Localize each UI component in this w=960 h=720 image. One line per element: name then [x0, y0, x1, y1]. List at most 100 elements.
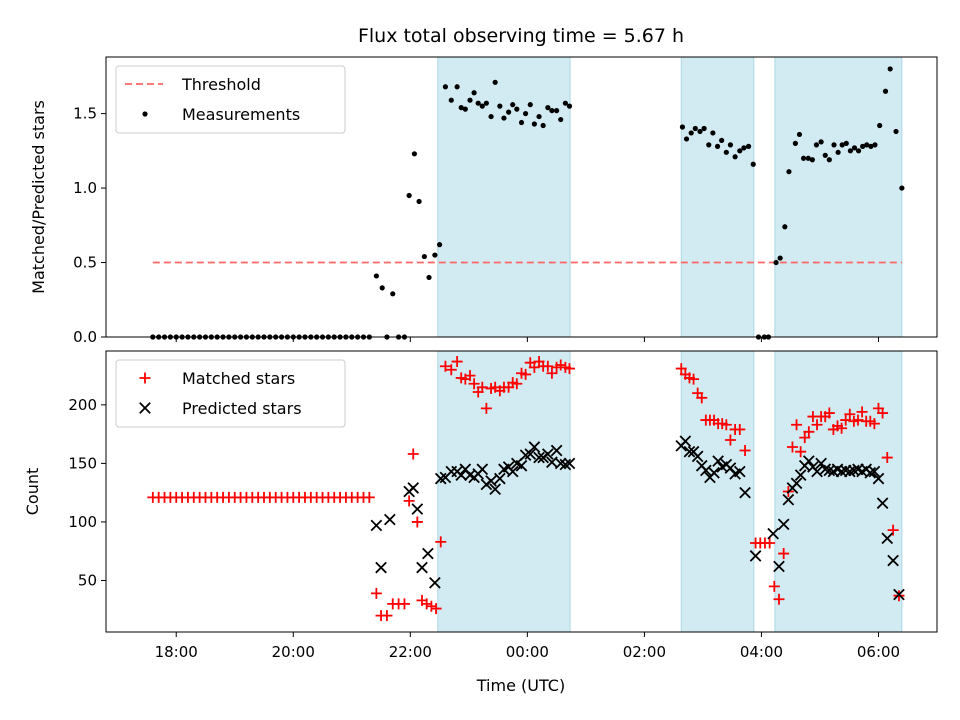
- measurements-point: [732, 154, 738, 160]
- predicted-stars-point: [485, 475, 497, 487]
- matched-stars-point: [675, 363, 687, 375]
- measurements-point: [514, 106, 520, 112]
- measurements-point: [745, 143, 752, 149]
- measurements-point: [737, 148, 743, 154]
- predicted-stars-point: [712, 455, 724, 467]
- measurements-point: [843, 140, 849, 146]
- measurements-point: [421, 253, 427, 260]
- predicted-stars-point: [868, 465, 881, 478]
- measurements-point: [868, 143, 874, 149]
- measurements-point: [877, 122, 883, 129]
- matched-stars-point: [877, 407, 889, 419]
- matched-stars-point: [844, 408, 856, 420]
- matched-stars-point: [734, 423, 746, 435]
- measurements-point: [492, 79, 498, 85]
- measurements-point: [864, 142, 870, 148]
- measurements-point: [527, 102, 533, 108]
- measurements-point: [692, 125, 698, 132]
- chart-title: Flux total observing time = 5.67 h: [358, 25, 684, 47]
- predicted-stars-point: [679, 435, 692, 447]
- matched-stars-point: [520, 368, 532, 380]
- matched-stars-point: [852, 414, 864, 426]
- predicted-stars-point: [790, 477, 803, 490]
- matched-stars-point: [868, 418, 880, 430]
- measurements-point: [406, 192, 412, 199]
- legend-matched-stars-swatch: [139, 372, 151, 384]
- ratio-y-tick-label: 0.0: [73, 328, 97, 346]
- matched-stars-point: [803, 426, 815, 438]
- matched-stars-point: [724, 434, 736, 446]
- measurements-point: [782, 224, 788, 230]
- predicted-stars-point: [489, 483, 502, 495]
- ratio-legend-box: [115, 65, 346, 134]
- measurements-point: [800, 155, 807, 161]
- measurements-point: [750, 161, 756, 167]
- measurements-point: [706, 142, 712, 148]
- count-observing-window-1: [437, 350, 571, 633]
- predicted-stars-point: [375, 561, 387, 574]
- measurements-point: [562, 100, 568, 106]
- measurements-point: [839, 142, 845, 148]
- ratio-observing-window-1: [437, 56, 571, 338]
- measurements-point: [773, 259, 779, 266]
- measurements-point: [510, 102, 516, 108]
- matched-stars-point: [468, 378, 480, 390]
- measurements-point: [379, 285, 385, 291]
- matched-stars-point: [480, 402, 492, 414]
- matched-stars-point: [445, 364, 457, 376]
- matched-stars-point: [403, 495, 415, 507]
- ratio-y-tick-label: 1.5: [73, 105, 97, 123]
- x-tick-label: 04:00: [740, 643, 783, 661]
- matched-stars-point: [439, 360, 451, 372]
- measurements-point: [566, 103, 573, 109]
- matched-stars-point: [528, 361, 540, 373]
- matched-stars-point: [881, 452, 893, 464]
- measurements-series: [150, 66, 905, 340]
- count-y-axis-label: Count: [23, 468, 42, 516]
- count-panel: 50 100 150 200 18:00 20:00 22:00 00:00 02:00 04:0…: [23, 350, 938, 661]
- ratio-axes-frame: [105, 56, 938, 338]
- ratio-y-axis-label: Matched/Predicted stars: [29, 100, 48, 294]
- predicted-stars-point: [506, 465, 519, 478]
- predicted-stars-point: [733, 465, 746, 478]
- ratio-observing-window-2: [680, 56, 755, 338]
- count-y-tick-label: 200: [68, 396, 97, 414]
- predicted-stars-point: [777, 518, 790, 531]
- predicted-stars-point: [528, 441, 541, 453]
- measurements-point: [818, 139, 824, 145]
- measurements-point: [809, 157, 815, 163]
- measurements-point: [545, 105, 551, 111]
- matched-stars-point: [555, 359, 567, 371]
- matched-stars-point: [476, 381, 488, 393]
- measurements-point: [741, 145, 747, 151]
- matched-stars-point: [411, 516, 423, 528]
- measurements-point: [436, 242, 443, 248]
- predicted-stars-point: [550, 444, 563, 457]
- predicted-stars-point: [773, 560, 785, 573]
- measurements-point: [475, 100, 481, 106]
- predicted-stars-point: [370, 519, 383, 532]
- measurements-point: [549, 108, 555, 114]
- measurements-point: [796, 131, 803, 138]
- measurements-point: [851, 145, 858, 151]
- predicted-stars-point: [422, 547, 434, 560]
- measurements-point: [483, 100, 489, 106]
- predicted-stars-point: [411, 503, 424, 515]
- measurements-point: [701, 125, 707, 132]
- legend-predicted-stars-swatch: [139, 402, 151, 414]
- count-observing-window-2: [680, 350, 755, 633]
- matched-stars-point: [739, 445, 751, 457]
- predicted-stars-point: [524, 448, 537, 460]
- predicted-stars-point: [843, 465, 856, 478]
- ratio-legend: Threshold Measurements: [115, 65, 346, 134]
- x-tick-label: 20:00: [272, 643, 315, 661]
- predicted-stars-point: [476, 463, 489, 476]
- matched-stars-point: [836, 422, 848, 434]
- predicted-stars-point: [691, 450, 704, 463]
- measurements-point: [411, 151, 418, 157]
- matched-stars-point: [563, 363, 575, 375]
- predicted-stars-point: [739, 486, 751, 499]
- predicted-stars-point: [515, 459, 528, 472]
- matched-stars-point: [398, 598, 410, 610]
